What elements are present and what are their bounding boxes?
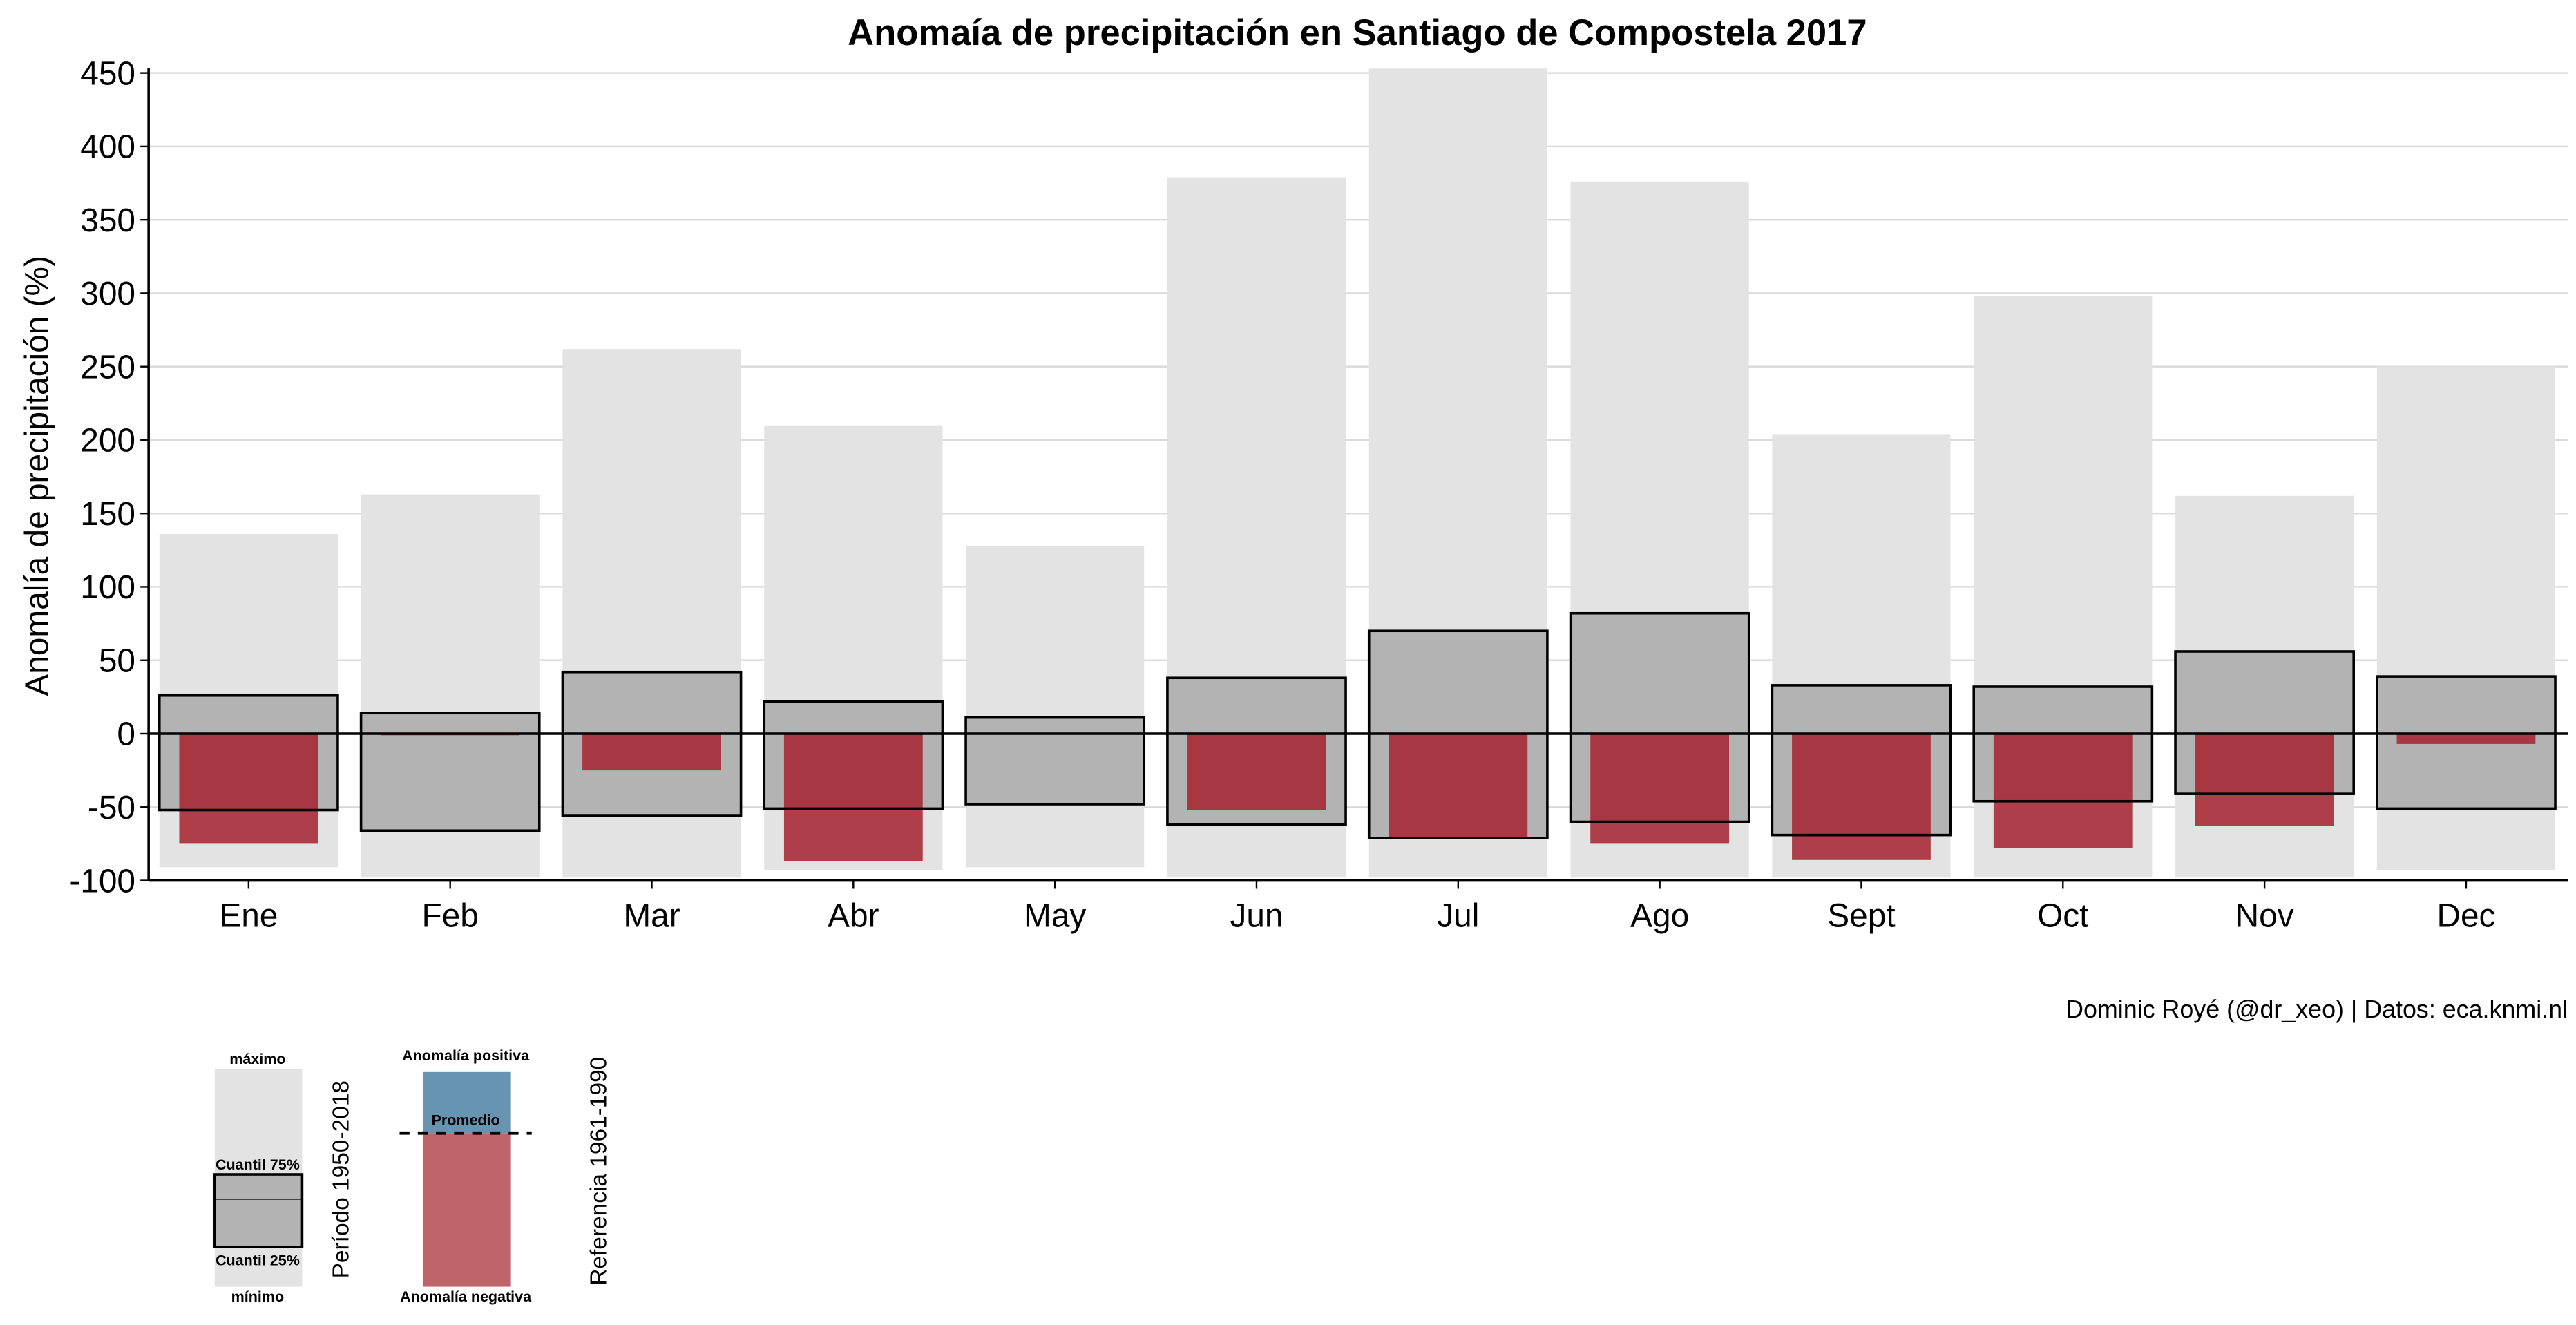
y-tick-label: 400	[80, 129, 135, 166]
y-axis-label: Anomalía de precipitación (%)	[19, 256, 55, 696]
quartile-outline	[1569, 611, 1750, 823]
x-tick-label: Ene	[219, 897, 278, 934]
y-tick-label: 150	[80, 496, 135, 533]
anomaly-bar	[1187, 734, 1326, 810]
legend-reference-label: Referencia 1961-1990	[586, 1057, 611, 1286]
legend-quartile-box	[213, 1173, 304, 1248]
quartile-outline	[2376, 675, 2557, 810]
x-tick-label: Sept	[1827, 897, 1895, 934]
quartile-outline	[1771, 684, 1952, 837]
quartile-outline	[964, 716, 1146, 806]
anomaly-bar	[179, 734, 318, 844]
legend-negative-box	[422, 1133, 511, 1287]
legend-negative-label: Anomalía negativa	[400, 1288, 532, 1305]
quartile-bar	[966, 717, 1145, 805]
anomaly-bar	[783, 734, 923, 861]
chart-title: Anomaía de precipitación en Santiago de …	[848, 12, 1867, 53]
y-tick-label: 300	[80, 276, 135, 312]
x-tick-label: Nov	[2235, 897, 2294, 934]
y-tick-label: -100	[69, 863, 135, 899]
x-tick-label: Oct	[2037, 897, 2088, 934]
x-tick-label: Mar	[623, 897, 680, 934]
legend-q25-label: Cuantil 25%	[216, 1252, 300, 1268]
x-tick-label: Abr	[828, 897, 879, 934]
range-bar	[966, 545, 1145, 868]
y-tick-label: 0	[117, 716, 135, 753]
anomaly-bar	[2195, 734, 2334, 826]
anomaly-bar	[1792, 734, 1931, 860]
y-tick-label: -50	[88, 790, 135, 826]
legend-q75-label: Cuantil 75%	[216, 1156, 300, 1173]
quartile-outline	[1972, 685, 2154, 803]
x-axis: Ene Feb Mar Abr May Jun Jul Ago Sept Oct Nov Dec	[149, 879, 2568, 934]
x-tick-label: Feb	[421, 897, 478, 934]
legend-max-label: máximo	[229, 1051, 285, 1067]
y-tick-label: 250	[80, 349, 135, 385]
x-tick-label: Jul	[1437, 897, 1479, 934]
quartile-outline	[561, 670, 743, 817]
legend-positive-label: Anomalía positiva	[402, 1047, 530, 1064]
anomaly-bar	[1993, 734, 2133, 848]
x-tick-label: May	[1024, 897, 1086, 934]
y-tick-label: 100	[80, 569, 135, 606]
legend-period-label: Período 1950-2018	[328, 1080, 354, 1278]
bars	[149, 68, 2568, 878]
legend-positive-box	[422, 1071, 511, 1134]
y-tick-label: 450	[80, 55, 135, 92]
legend-mean-label: Promedio	[432, 1112, 500, 1128]
anomaly-bar	[1389, 734, 1528, 838]
quartile-outline	[359, 712, 541, 832]
quartile-outline	[158, 694, 339, 812]
y-tick-label: 200	[80, 423, 135, 459]
quartile-outline	[1166, 676, 1347, 826]
quartile-outline	[763, 700, 944, 810]
legend-min-label: mínimo	[231, 1288, 284, 1305]
legend: máximo Cuantil 75% Cuantil 25% mínimo Pe…	[213, 1047, 611, 1305]
anomaly-bar	[2396, 734, 2536, 744]
gridlines	[149, 72, 2568, 881]
x-tick-label: Jun	[1230, 897, 1283, 934]
quartile-bar	[361, 713, 540, 831]
x-tick-label: Ago	[1630, 897, 1689, 934]
caption: Dominic Royé (@dr_xeo) | Datos: eca.knmi…	[2065, 995, 2568, 1023]
y-tick-label: 50	[99, 642, 135, 679]
anomaly-bar	[1590, 734, 1730, 844]
quartile-outline	[2174, 650, 2355, 795]
x-tick-label: Dec	[2436, 897, 2495, 934]
y-axis: -100 -50 0 50 100 150 200 250 300 350 400 450	[69, 55, 150, 899]
anomaly-bar	[582, 734, 721, 771]
y-tick-label: 350	[80, 202, 135, 239]
